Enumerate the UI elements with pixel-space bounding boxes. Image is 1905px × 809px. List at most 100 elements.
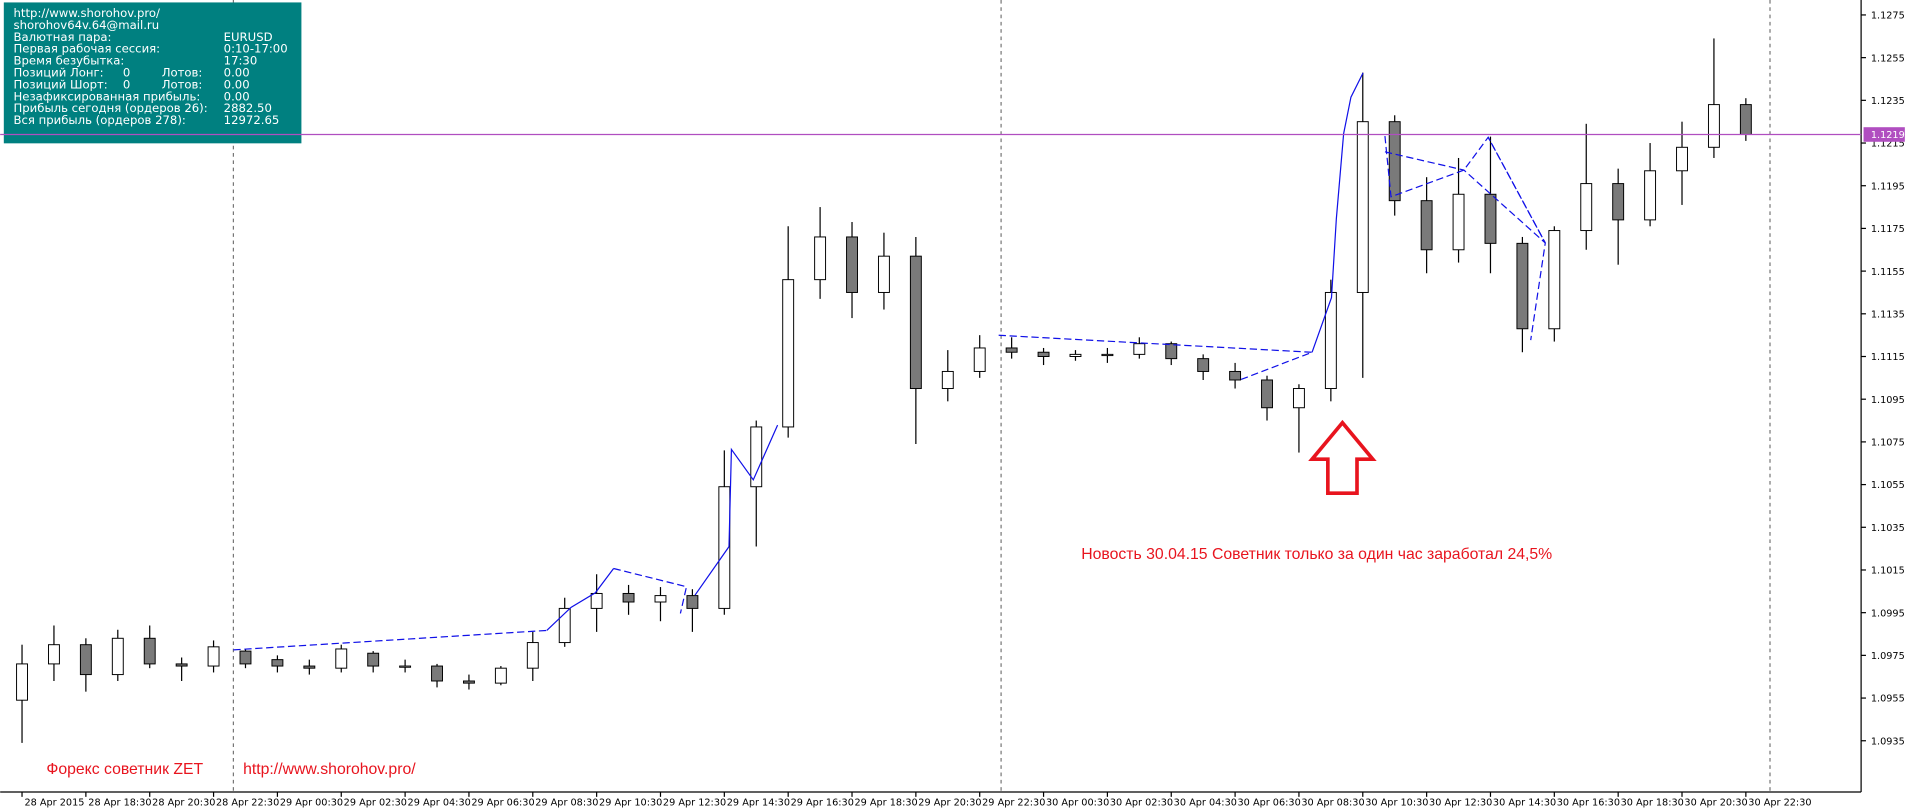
- info-line: 0.00: [224, 77, 250, 91]
- candle-body: [558, 607, 571, 644]
- trade-line: [233, 629, 547, 651]
- candle-body: [1324, 291, 1337, 390]
- y-tick-label: 1.1095: [1871, 395, 1905, 406]
- info-text: http://www.shorohov.pro/shorohov64v.64@m…: [14, 6, 288, 127]
- candle-body: [1580, 183, 1593, 232]
- x-tick-label: 29 Apr 14:30: [727, 797, 790, 808]
- candle-body: [1484, 193, 1497, 244]
- x-tick-label: 29 Apr 04:30: [408, 797, 471, 808]
- candle-body: [526, 642, 539, 669]
- candle-body: [814, 236, 827, 281]
- x-tick-label: 29 Apr 08:30: [535, 797, 598, 808]
- candle-body: [1612, 183, 1625, 221]
- price-label: 1.1219: [1871, 130, 1905, 141]
- candle-body: [1037, 351, 1050, 357]
- candle-body: [909, 255, 922, 390]
- y-tick-label: 1.1275: [1871, 11, 1905, 22]
- y-tick-label: 1.1075: [1871, 438, 1905, 449]
- candle-body: [686, 595, 699, 609]
- candle-body: [1388, 121, 1401, 202]
- candle-body: [1356, 121, 1369, 293]
- info-line: Прибыль сегодня (ордеров 26):: [14, 101, 208, 115]
- y-tick-label: 1.1135: [1871, 309, 1905, 320]
- candle-body: [622, 592, 635, 603]
- candle-body: [1197, 358, 1210, 372]
- x-tick-label: 29 Apr 18:30: [854, 797, 917, 808]
- y-tick-label: 1.1115: [1871, 352, 1905, 363]
- y-tick-label: 1.1055: [1871, 480, 1905, 491]
- y-tick-label: 1.1035: [1871, 523, 1905, 534]
- x-tick-label: 29 Apr 10:30: [599, 797, 662, 808]
- x-tick-label: 28 Apr 22:30: [216, 797, 279, 808]
- candle-body: [1165, 343, 1178, 360]
- info-line: 17:30: [224, 54, 258, 68]
- y-tick-label: 1.1215: [1871, 139, 1905, 150]
- candle-body: [877, 255, 890, 293]
- info-line: 0: [123, 66, 130, 80]
- annotation: http://www.shorohov.pro/: [243, 761, 416, 778]
- candle-body: [111, 637, 124, 676]
- info-line: 0:10-17:00: [224, 42, 288, 56]
- y-tick-label: 1.0975: [1871, 651, 1905, 662]
- x-tick-label: 29 Apr 22:30: [982, 797, 1045, 808]
- candle-body: [303, 665, 316, 669]
- candle-body: [207, 646, 220, 667]
- candle-body: [590, 592, 603, 609]
- x-tick-label: 30 Apr 08:30: [1301, 797, 1364, 808]
- info-line: 0.00: [224, 89, 250, 103]
- info-panel: [3, 2, 302, 144]
- info-line: EURUSD: [224, 30, 273, 44]
- x-tick-label: 30 Apr 02:30: [1110, 797, 1173, 808]
- info-line: Лотов:: [162, 77, 203, 91]
- candle-body: [654, 595, 667, 603]
- candle-body: [494, 667, 507, 684]
- candle-body: [1452, 193, 1465, 251]
- candle-body: [399, 665, 412, 668]
- x-tick-label: 30 Apr 16:30: [1557, 797, 1620, 808]
- candle-body: [1261, 379, 1273, 409]
- info-line: 0.00: [224, 66, 250, 80]
- trade-line: [613, 567, 688, 614]
- info-line: Первая рабочая сессия:: [14, 42, 161, 56]
- x-tick-label: 29 Apr 00:30: [280, 797, 343, 808]
- trade-lines: [233, 72, 1546, 651]
- y-tick-label: 1.1015: [1871, 566, 1905, 577]
- trade-line: [694, 424, 779, 596]
- info-line: Позиций Шорт:: [14, 77, 108, 91]
- x-tick-label: 28 Apr 20:30: [152, 797, 215, 808]
- x-tick-label: 29 Apr 06:30: [471, 797, 534, 808]
- candle-body: [1292, 388, 1305, 409]
- candle-body: [1548, 230, 1561, 330]
- candle-body: [750, 426, 763, 488]
- candle-body: [1069, 353, 1082, 357]
- candle-body: [1133, 343, 1146, 355]
- y-tick-label: 1.0955: [1871, 694, 1905, 705]
- x-tick-label: 30 Apr 10:30: [1365, 797, 1428, 808]
- candle-body: [462, 680, 475, 684]
- info-line: shorohov64v.64@mail.ru: [14, 18, 160, 32]
- x-tick-label: 30 Apr 22:30: [1748, 797, 1811, 808]
- candle-body: [1739, 104, 1752, 135]
- candle-body: [941, 370, 954, 390]
- x-tick-label: 30 Apr 06:30: [1238, 797, 1301, 808]
- candle-body: [782, 279, 795, 428]
- y-tick-label: 1.1175: [1871, 224, 1905, 235]
- annotation: Новость 30.04.15 Советник только за один…: [1081, 546, 1552, 563]
- x-tick-label: 30 Apr 12:30: [1429, 797, 1492, 808]
- x-tick-label: 29 Apr 20:30: [918, 797, 981, 808]
- info-line: Позиций Лонг:: [14, 66, 104, 80]
- candle-body: [1101, 353, 1114, 357]
- candle-body: [973, 347, 986, 372]
- annotation: Форекс советник ZET: [46, 761, 203, 778]
- candle-body: [16, 663, 28, 701]
- price-label-box: [1863, 127, 1905, 142]
- x-tick-label: 29 Apr 16:30: [791, 797, 854, 808]
- candle-body: [1676, 146, 1688, 172]
- y-tick-label: 1.1255: [1871, 53, 1905, 64]
- candle-body: [47, 644, 60, 665]
- x-tick-label: 30 Apr 20:30: [1684, 797, 1747, 808]
- candle-body: [1707, 104, 1720, 148]
- candle-body: [1005, 347, 1018, 353]
